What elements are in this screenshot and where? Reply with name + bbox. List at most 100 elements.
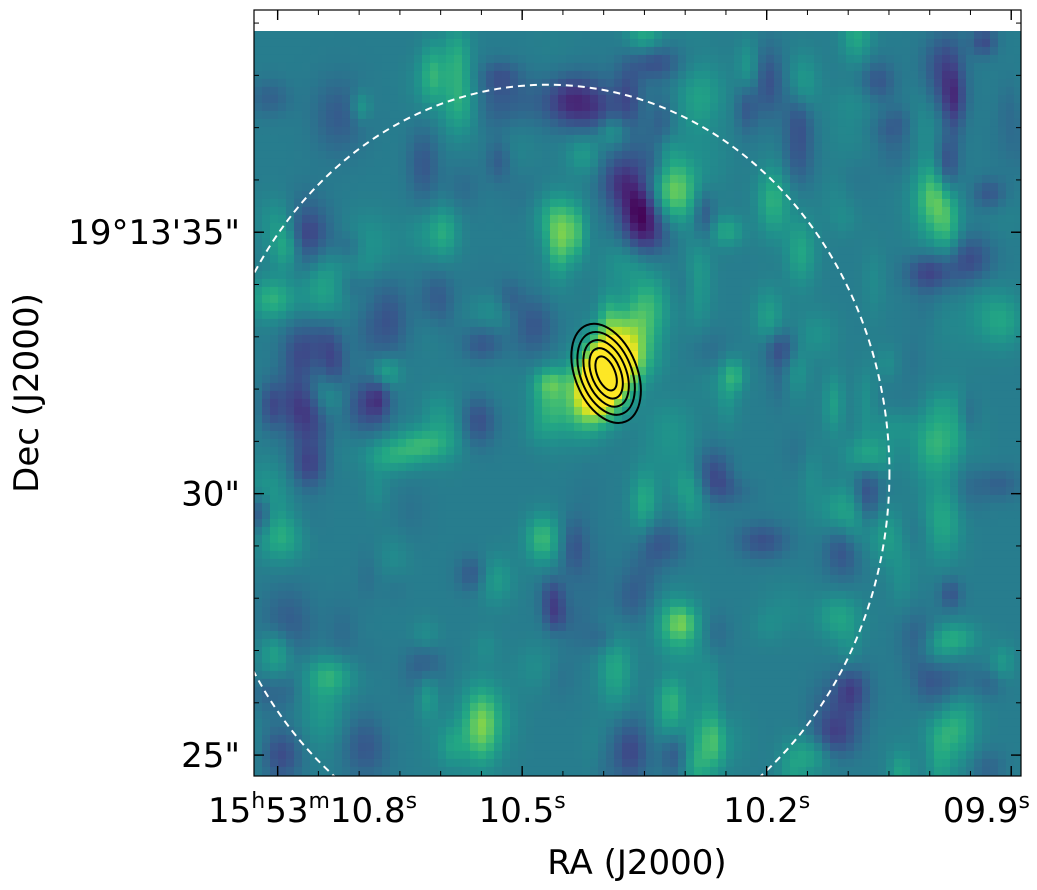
map-pixel bbox=[574, 142, 583, 152]
map-pixel bbox=[742, 254, 751, 264]
map-pixel bbox=[782, 430, 791, 440]
map-pixel bbox=[542, 174, 551, 184]
map-pixel bbox=[750, 438, 759, 448]
map-pixel bbox=[678, 374, 687, 384]
map-pixel bbox=[782, 198, 791, 208]
map-pixel bbox=[430, 142, 439, 152]
map-pixel bbox=[1006, 438, 1015, 448]
map-pixel bbox=[822, 334, 831, 344]
map-pixel bbox=[438, 334, 447, 344]
map-pixel bbox=[758, 62, 767, 72]
map-pixel bbox=[262, 174, 271, 184]
map-pixel bbox=[374, 406, 383, 416]
map-pixel bbox=[630, 174, 639, 184]
map-pixel bbox=[270, 86, 279, 96]
map-pixel bbox=[582, 286, 591, 296]
map-pixel bbox=[614, 118, 623, 128]
map-pixel bbox=[558, 118, 567, 128]
map-pixel bbox=[710, 31, 719, 40]
map-pixel bbox=[438, 438, 447, 448]
map-pixel bbox=[974, 438, 983, 448]
map-pixel bbox=[574, 31, 583, 40]
map-pixel bbox=[614, 86, 623, 96]
map-pixel bbox=[462, 286, 471, 296]
map-pixel bbox=[566, 198, 575, 208]
map-pixel bbox=[278, 366, 287, 376]
map-pixel bbox=[822, 382, 831, 392]
map-pixel bbox=[934, 286, 943, 296]
map-pixel bbox=[414, 182, 423, 192]
map-pixel bbox=[310, 198, 319, 208]
map-pixel bbox=[270, 246, 279, 256]
map-pixel bbox=[854, 86, 863, 96]
map-pixel bbox=[390, 126, 399, 136]
map-pixel bbox=[934, 118, 943, 128]
map-pixel bbox=[582, 78, 591, 88]
map-pixel bbox=[606, 198, 615, 208]
map-pixel bbox=[446, 86, 455, 96]
map-pixel bbox=[790, 342, 799, 352]
map-pixel bbox=[438, 302, 447, 312]
map-pixel bbox=[822, 438, 831, 448]
map-pixel bbox=[958, 126, 967, 136]
map-pixel bbox=[454, 430, 463, 440]
map-pixel bbox=[998, 358, 1007, 368]
map-pixel bbox=[422, 182, 431, 192]
map-pixel bbox=[910, 438, 919, 448]
map-pixel bbox=[766, 94, 775, 104]
map-pixel bbox=[350, 222, 359, 232]
map-pixel bbox=[710, 398, 719, 408]
map-pixel bbox=[806, 398, 815, 408]
map-pixel bbox=[958, 294, 967, 304]
map-pixel bbox=[494, 374, 503, 384]
map-pixel bbox=[558, 438, 567, 448]
map-pixel bbox=[710, 142, 719, 152]
map-pixel bbox=[422, 86, 431, 96]
map-pixel bbox=[726, 182, 735, 192]
map-pixel bbox=[822, 326, 831, 336]
map-pixel bbox=[406, 374, 415, 384]
map-pixel bbox=[446, 270, 455, 280]
map-pixel bbox=[470, 438, 479, 448]
map-pixel bbox=[590, 214, 599, 224]
map-pixel bbox=[670, 31, 679, 40]
map-pixel bbox=[878, 118, 887, 128]
map-pixel bbox=[526, 334, 535, 344]
map-pixel bbox=[334, 246, 343, 256]
map-pixel bbox=[374, 94, 383, 104]
map-pixel bbox=[862, 70, 871, 80]
map-pixel bbox=[886, 262, 895, 272]
map-pixel bbox=[446, 238, 455, 248]
map-pixel bbox=[534, 102, 543, 112]
map-pixel bbox=[646, 158, 655, 168]
map-pixel bbox=[302, 118, 311, 128]
map-pixel bbox=[622, 46, 631, 56]
map-pixel bbox=[990, 334, 999, 344]
map-pixel bbox=[782, 422, 791, 432]
map-pixel bbox=[550, 278, 559, 288]
map-pixel bbox=[574, 126, 583, 136]
map-pixel bbox=[870, 406, 879, 416]
map-pixel bbox=[542, 190, 551, 200]
map-pixel bbox=[694, 390, 703, 400]
map-pixel bbox=[366, 414, 375, 424]
map-pixel bbox=[998, 206, 1007, 216]
map-pixel bbox=[350, 366, 359, 376]
map-pixel bbox=[342, 374, 351, 384]
map-pixel bbox=[326, 358, 335, 368]
map-pixel bbox=[646, 270, 655, 280]
map-pixel bbox=[942, 110, 951, 120]
map-pixel bbox=[854, 54, 863, 64]
map-pixel bbox=[742, 86, 751, 96]
map-pixel bbox=[334, 118, 343, 128]
map-pixel bbox=[750, 350, 759, 360]
map-pixel bbox=[518, 430, 527, 440]
map-pixel bbox=[374, 382, 383, 392]
map-pixel bbox=[574, 222, 583, 232]
map-pixel bbox=[734, 54, 743, 64]
map-pixel bbox=[798, 62, 807, 72]
map-pixel bbox=[518, 94, 527, 104]
map-pixel bbox=[718, 118, 727, 128]
map-pixel bbox=[606, 398, 615, 408]
map-pixel bbox=[742, 70, 751, 80]
